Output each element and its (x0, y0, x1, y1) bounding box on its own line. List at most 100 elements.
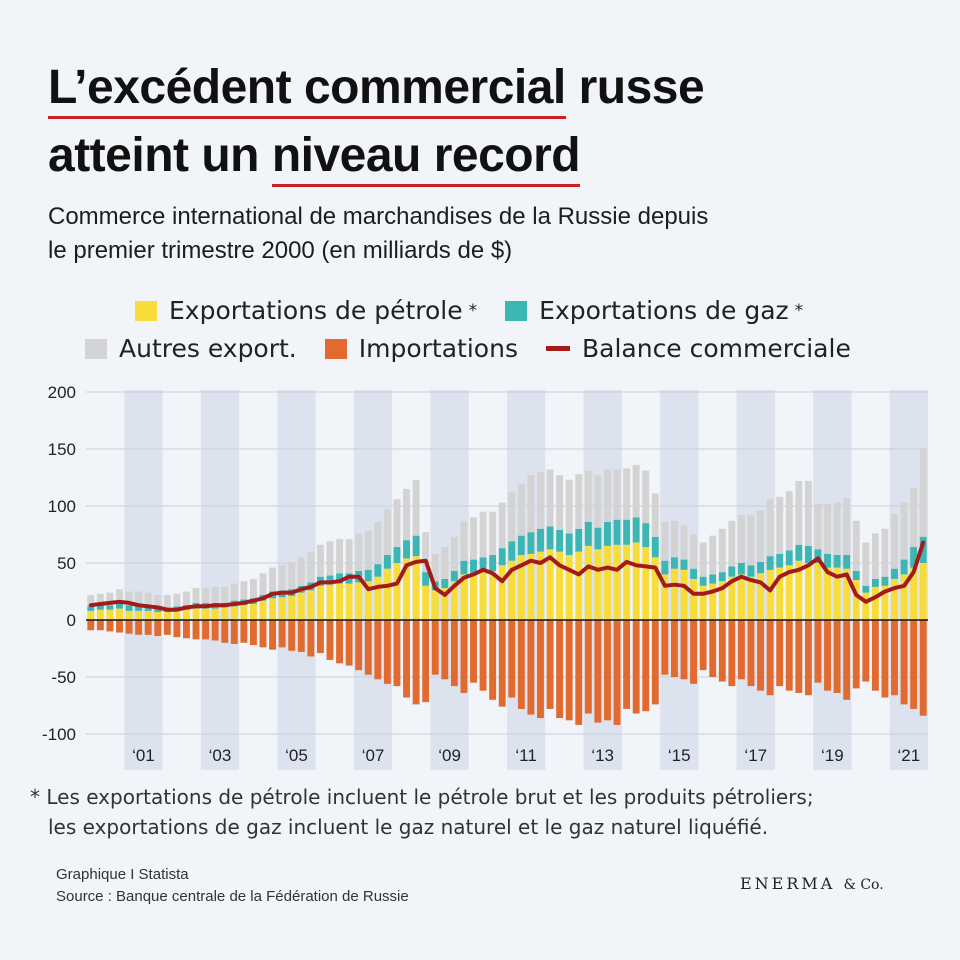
bar-oil (900, 574, 908, 620)
bar-gas (661, 560, 669, 575)
bar-oil (87, 610, 95, 620)
bar-oil (527, 553, 535, 620)
bar-oil (163, 612, 171, 620)
bar-imports (718, 620, 726, 682)
bar-oil (498, 565, 506, 620)
bar-oil (556, 551, 564, 620)
x-axis-ticks: ‘01 ‘03 ‘05 ‘07 ‘09 ‘11 ‘13 ‘15 ‘17 ‘19 ‘21 (132, 746, 920, 765)
bar-other (240, 581, 248, 600)
bar-oil (517, 555, 525, 620)
x-tick-label: ‘21 (898, 746, 921, 765)
bar-oil (613, 544, 621, 620)
bar-imports (460, 620, 468, 693)
bar-gas (833, 555, 841, 568)
bar-other (527, 475, 535, 533)
bar-imports (632, 620, 640, 714)
bar-imports (795, 620, 803, 693)
bar-oil (757, 573, 765, 620)
bar-imports (670, 620, 678, 677)
bar-oil (670, 568, 678, 620)
bar-imports (871, 620, 879, 691)
bar-imports (144, 620, 152, 635)
bar-oil (862, 592, 870, 620)
bar-imports (900, 620, 908, 705)
bar-gas (537, 528, 544, 552)
bar-oil (824, 567, 831, 620)
bar-gas (642, 523, 650, 548)
bar-imports (680, 620, 688, 680)
bar-other (154, 594, 162, 608)
bar-oil (125, 610, 133, 620)
bar-other (804, 480, 812, 546)
bar-imports (249, 620, 257, 646)
bar-oil (249, 604, 257, 620)
legend-row-1: Exportations de pétrole * Exportations de… (135, 296, 831, 325)
bar-imports (776, 620, 784, 687)
bar-other (192, 588, 200, 603)
bar-imports (517, 620, 525, 709)
bar-oil (565, 555, 573, 620)
bar-other (316, 544, 324, 577)
bar-other (393, 499, 401, 548)
bar-gas (364, 569, 372, 582)
bar-gas (852, 570, 860, 581)
bar-other (910, 487, 918, 548)
bar-other (202, 588, 210, 603)
subtitle: Commerce international de marchandises d… (48, 200, 908, 268)
bar-other (680, 525, 688, 560)
bar-imports (814, 620, 822, 683)
bar-gas (871, 578, 879, 587)
bar-imports (881, 620, 889, 698)
subtitle-line-2: le premier trimestre 2000 (en milliards … (48, 237, 513, 264)
bar-oil (661, 574, 669, 620)
bar-other (852, 520, 860, 571)
bar-gas (900, 559, 908, 575)
brand-logo: ENERMA & Co. (740, 874, 884, 893)
bar-other (87, 594, 95, 607)
bar-imports (470, 620, 477, 683)
bar-other (269, 567, 277, 592)
bar-other (584, 470, 592, 522)
legend-label-other: Autres export. (119, 334, 297, 363)
bar-other (642, 470, 650, 524)
bar-other (135, 591, 143, 606)
legend-star-oil: * (468, 300, 478, 321)
bar-oil (403, 558, 410, 620)
bar-other (249, 578, 257, 599)
bar-oil (632, 542, 640, 620)
bar-gas (910, 547, 918, 568)
bar-imports (403, 620, 410, 698)
bar-other (383, 509, 391, 556)
bar-oil (192, 608, 200, 620)
bar-gas (498, 548, 506, 566)
bar-other (718, 528, 726, 573)
bar-imports (785, 620, 793, 691)
bar-gas (919, 536, 927, 563)
bar-gas (326, 575, 334, 585)
bar-gas (441, 578, 449, 589)
bar-gas (508, 541, 516, 561)
bar-other (900, 502, 908, 560)
bar-imports (642, 620, 650, 712)
bar-imports (604, 620, 611, 721)
bar-oil (680, 569, 688, 620)
bar-imports (584, 620, 592, 714)
bar-imports (393, 620, 401, 687)
bar-gas (623, 519, 631, 545)
bars (87, 447, 927, 725)
bar-gas (116, 602, 123, 609)
legend-label-gas: Exportations de gaz (539, 296, 789, 325)
bar-imports (537, 620, 544, 719)
bar-imports (96, 620, 104, 631)
bar-imports (345, 620, 353, 666)
bar-gas (881, 576, 889, 586)
bar-other (403, 488, 410, 541)
bar-imports (862, 620, 870, 682)
bar-other (814, 503, 822, 550)
bar-other (163, 594, 171, 608)
x-tick-label: ‘01 (132, 746, 155, 765)
bar-oil (843, 568, 851, 620)
y-tick-label: 200 (48, 383, 76, 402)
bar-gas (785, 550, 793, 566)
legend-swatch-imports (324, 338, 347, 359)
